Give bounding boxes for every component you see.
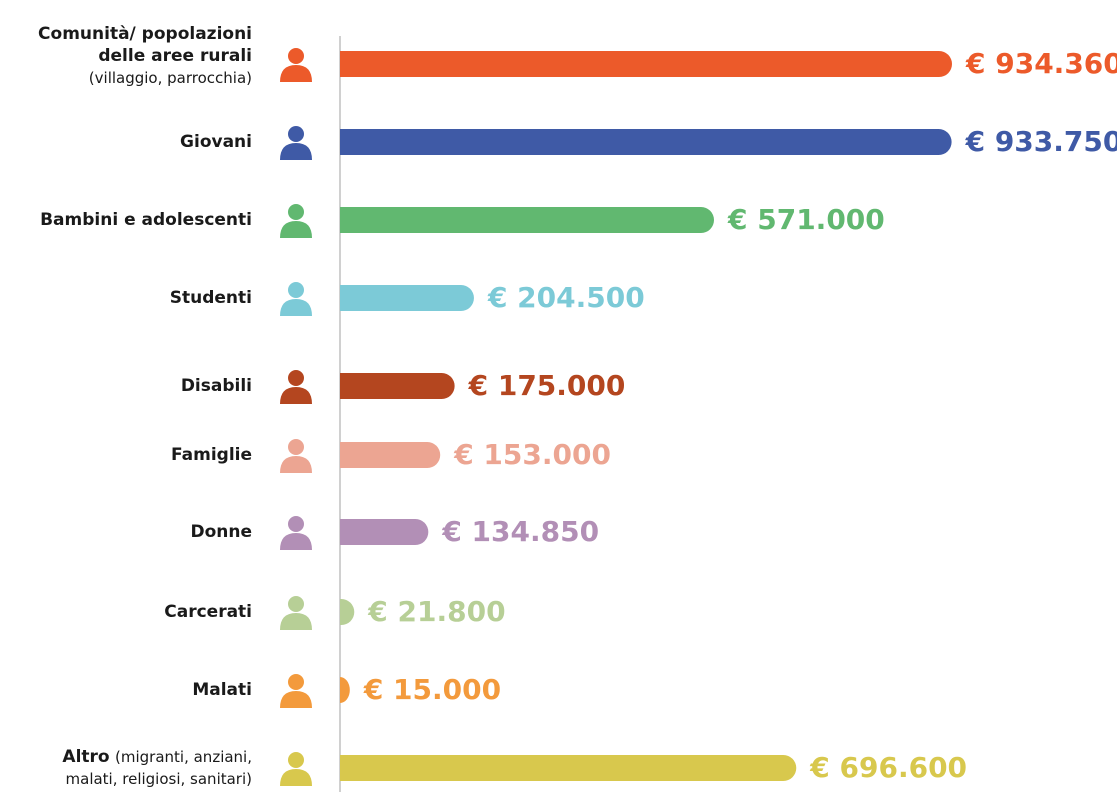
icon-body — [280, 533, 312, 550]
category-name: Donne — [190, 522, 252, 542]
icon-head — [288, 126, 304, 142]
icon-head — [288, 516, 304, 532]
category-note: (villaggio, parrocchia) — [88, 69, 252, 87]
bar — [340, 677, 350, 703]
icon — [280, 516, 312, 550]
icon — [280, 752, 312, 786]
icon-head — [288, 282, 304, 298]
icon-body — [280, 691, 312, 708]
value-label: € 934.360 — [965, 47, 1117, 80]
bar — [340, 442, 441, 468]
icon — [280, 674, 312, 708]
icon-head — [288, 48, 304, 64]
category-label: Famiglie — [7, 444, 252, 466]
category-label: Bambini e adolescenti — [7, 209, 252, 231]
icon-head — [288, 439, 304, 455]
category-name: Malati — [192, 680, 252, 700]
icon-body — [280, 613, 312, 630]
value-label: € 933.750 — [965, 125, 1117, 158]
value-label: € 153.000 — [453, 438, 611, 471]
category-label: Disabili — [7, 375, 252, 397]
category-label: Giovani — [7, 131, 252, 153]
bar — [340, 599, 355, 625]
category-name: Carcerati — [164, 602, 252, 622]
category-label: Carcerati — [7, 601, 252, 623]
category-label: Studenti — [7, 287, 252, 309]
icon-head — [288, 204, 304, 220]
icon — [280, 282, 312, 316]
icon-body — [280, 299, 312, 316]
category-label: Comunità/ popolazioni delle aree rurali (… — [7, 23, 252, 89]
icon — [280, 596, 312, 630]
icon-body — [280, 456, 312, 473]
icon-body — [280, 769, 312, 786]
category-label: Donne — [7, 521, 252, 543]
category-note: (migranti, anziani, malati, religiosi, s… — [65, 748, 252, 788]
icon-head — [288, 674, 304, 690]
icon-head — [288, 596, 304, 612]
icon-head — [288, 752, 304, 768]
icon — [280, 439, 312, 473]
value-label: € 134.850 — [441, 515, 599, 548]
bar — [340, 207, 715, 233]
bar — [340, 373, 455, 399]
icon — [280, 370, 312, 404]
category-name: Disabili — [180, 376, 252, 396]
bar — [340, 129, 952, 155]
icon — [280, 204, 312, 238]
icon-body — [280, 221, 312, 238]
bar — [340, 519, 429, 545]
category-name: Studenti — [169, 288, 252, 308]
icon-body — [280, 387, 312, 404]
value-label: € 571.000 — [727, 203, 885, 236]
category-label: Altro (migranti, anziani, malati, religi… — [7, 746, 252, 790]
bar — [340, 755, 797, 781]
icon-body — [280, 143, 312, 160]
value-label: € 696.600 — [809, 751, 967, 784]
icon-head — [288, 370, 304, 386]
category-name: Altro — [62, 747, 110, 767]
category-name: Famiglie — [171, 445, 252, 465]
value-label: € 15.000 — [363, 673, 501, 706]
value-label: € 21.800 — [367, 595, 505, 628]
category-name: Giovani — [180, 132, 252, 152]
value-label: € 204.500 — [487, 281, 645, 314]
category-label: Malati — [7, 679, 252, 701]
icon-body — [280, 65, 312, 82]
icon — [280, 48, 312, 82]
icon — [280, 126, 312, 160]
value-label: € 175.000 — [468, 369, 626, 402]
category-name: Comunità/ popolazioni delle aree rurali — [38, 24, 252, 66]
bar — [340, 51, 952, 77]
category-name: Bambini e adolescenti — [40, 210, 252, 230]
bar — [340, 285, 474, 311]
